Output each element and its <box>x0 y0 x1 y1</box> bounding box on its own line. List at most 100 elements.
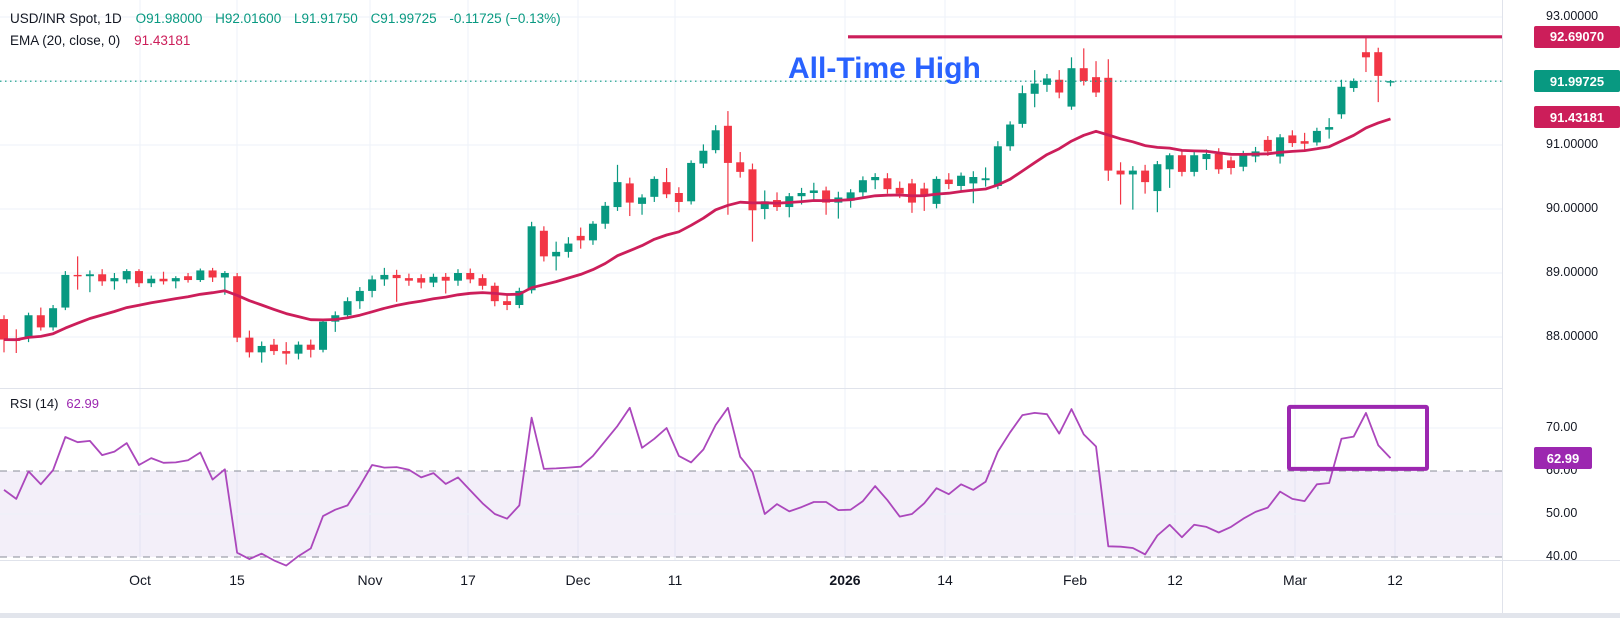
candle-body <box>417 278 426 283</box>
low-value: L91.91750 <box>293 11 358 26</box>
candle-body <box>1141 170 1150 183</box>
candle-body <box>294 344 303 354</box>
candle-body <box>1104 77 1113 171</box>
window-bottom-edge <box>0 613 1620 618</box>
candle-body <box>392 274 401 279</box>
candle-body <box>134 271 143 284</box>
candle-body <box>73 274 82 277</box>
candle-body <box>957 175 966 186</box>
candle-body <box>1361 52 1370 58</box>
price-axis-label: 88.00000 <box>1546 329 1599 343</box>
rsi-rectangle-annotation[interactable] <box>1287 404 1429 471</box>
candle-body <box>858 180 867 193</box>
candle-body <box>49 308 58 328</box>
candle-body <box>1116 170 1125 175</box>
price-axis[interactable]: 93.00000 91.00000 90.00000 89.00000 88.00000… <box>1502 0 1620 563</box>
candle-body <box>1239 154 1248 167</box>
ema-label: EMA (20, close, 0) <box>10 33 121 48</box>
candle-body <box>625 183 634 203</box>
candle-body <box>208 270 217 278</box>
time-axis-label: 17 <box>460 572 476 588</box>
candle-body <box>245 337 254 353</box>
candle-body <box>920 188 929 196</box>
candle-body <box>944 179 953 185</box>
price-axis-label: 91.00000 <box>1546 137 1599 151</box>
candle-body <box>257 345 266 353</box>
candle-body <box>478 278 487 286</box>
candle-body <box>1227 160 1235 169</box>
candle-body <box>110 278 119 282</box>
last-price-badge: 91.99725 <box>1534 70 1620 93</box>
candle-body <box>981 178 990 181</box>
time-axis-label: Dec <box>565 572 591 588</box>
candle-body <box>429 276 438 283</box>
candle-body <box>1042 78 1051 85</box>
rsi-value-badge: 62.99 <box>1534 447 1592 470</box>
candle-body <box>306 344 315 350</box>
candle-body <box>760 201 769 209</box>
candle-body <box>613 182 622 208</box>
candle-body <box>404 278 413 281</box>
candle-body <box>1325 127 1334 130</box>
candle-body <box>184 276 193 281</box>
candle-body <box>674 193 683 202</box>
candle-body <box>61 274 70 308</box>
candle-body <box>1386 81 1395 83</box>
candle-body <box>1288 135 1297 144</box>
candle-body <box>355 290 364 302</box>
candle-body <box>846 192 855 201</box>
candle-body <box>907 183 916 203</box>
ema-line[interactable] <box>3 117 1391 342</box>
candle-body <box>343 301 352 316</box>
chart-legend: USD/INR Spot, 1D O91.98000 H92.01600 L91… <box>10 8 570 52</box>
candle-body <box>1337 86 1346 115</box>
candle-body <box>453 273 462 281</box>
candle-body <box>368 279 377 291</box>
candle-body <box>159 278 168 282</box>
ema-price-badge: 91.43181 <box>1534 106 1620 129</box>
all-time-high-annotation[interactable]: All-Time High <box>788 52 981 85</box>
candle-body <box>1300 141 1309 144</box>
candle-body <box>871 177 880 181</box>
candle-body <box>1092 77 1101 93</box>
candle-body <box>220 273 229 278</box>
candle-body <box>1349 81 1358 89</box>
time-axis-label: 12 <box>1167 572 1183 588</box>
symbol-legend-row[interactable]: USD/INR Spot, 1D O91.98000 H92.01600 L91… <box>10 8 570 30</box>
candle-body <box>1128 170 1137 175</box>
candle-body <box>282 351 291 354</box>
price-axis-label: 89.00000 <box>1546 265 1599 279</box>
candle-body <box>932 178 941 204</box>
candle-body <box>1190 155 1199 172</box>
rsi-legend-row[interactable]: RSI (14) 62.99 <box>10 396 99 411</box>
time-axis-label: Mar <box>1282 572 1308 588</box>
candle-body <box>1030 83 1039 94</box>
candle-body <box>515 290 524 305</box>
candle-body <box>552 251 561 257</box>
candle-body <box>1177 155 1186 172</box>
candle-body <box>0 319 8 340</box>
candle-body <box>588 223 597 241</box>
candle-body <box>711 130 720 151</box>
candle-body <box>687 162 696 202</box>
candle-body <box>36 315 45 328</box>
time-axis[interactable]: Oct 15 Nov 17 Dec 11 2026 14 Feb 12 Mar 12 <box>0 560 1620 614</box>
candle-body <box>601 205 610 224</box>
time-axis-label: 11 <box>667 572 683 588</box>
candle-body <box>1055 79 1064 93</box>
price-axis-label: 90.00000 <box>1546 201 1599 215</box>
candle-body <box>883 178 892 190</box>
candle-body <box>650 178 659 197</box>
open-value: O91.98000 <box>135 11 203 26</box>
candle-body <box>723 125 732 163</box>
rsi-label: RSI (14) <box>10 396 59 411</box>
change-value: -0.11725 (−0.13%) <box>449 11 561 26</box>
candle-body <box>380 274 389 280</box>
close-value: C91.99725 <box>370 11 437 26</box>
time-axis-label: 15 <box>229 572 245 588</box>
ath-price-badge: 92.69070 <box>1534 25 1620 48</box>
candle-body <box>539 230 548 257</box>
ema-legend-row[interactable]: EMA (20, close, 0) 91.43181 <box>10 30 570 52</box>
